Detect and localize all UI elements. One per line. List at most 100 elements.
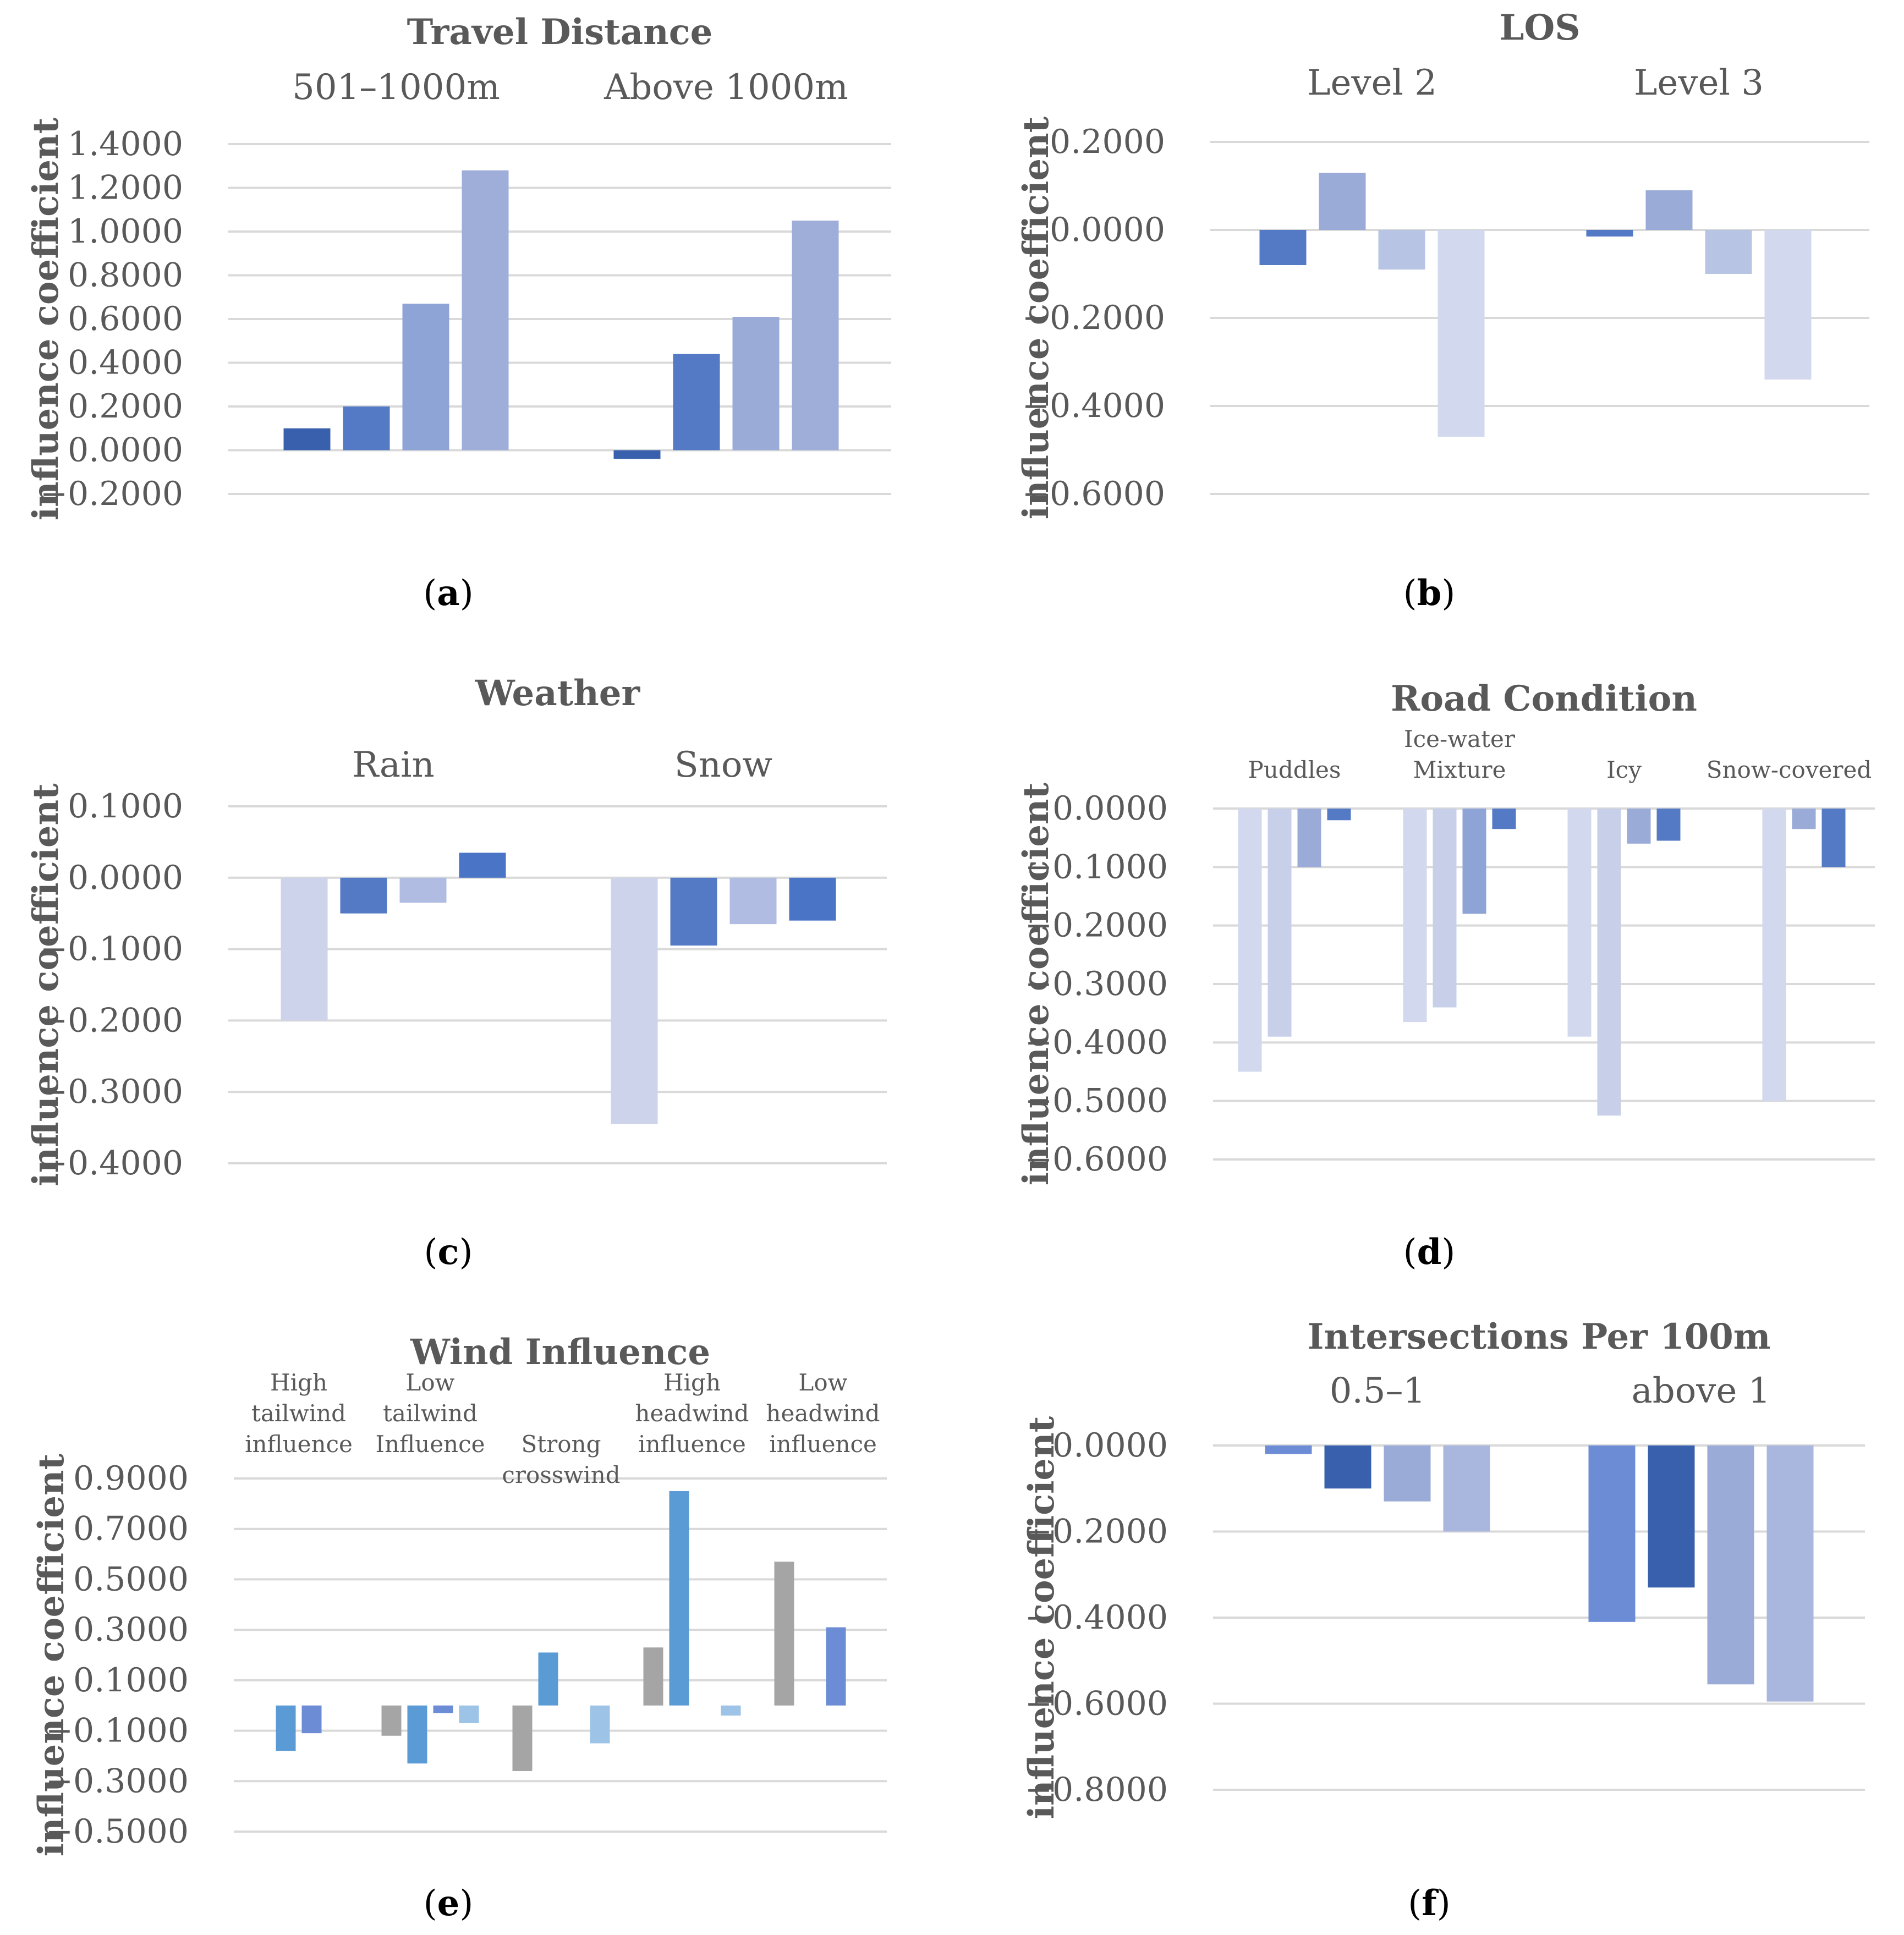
bar (1443, 1445, 1490, 1532)
group-label: Level 2 (1307, 63, 1437, 103)
bar (407, 1705, 427, 1764)
bar (402, 304, 449, 450)
caption-open: ( (1403, 1232, 1417, 1273)
y-tick-label: −0.4000 (40, 1144, 183, 1183)
bar (1384, 1445, 1431, 1502)
bar (1645, 190, 1693, 230)
bar (721, 1705, 741, 1716)
bar (1433, 809, 1457, 1008)
chart-title: Weather (475, 673, 641, 714)
bar (643, 1647, 663, 1706)
chart-panel-f: 0.0000 −0.2000 −0.4000 −0.6000 −0.8000influe… (1021, 1316, 1865, 1924)
y-tick-label: 0.0000 (1052, 789, 1168, 828)
y-axis-title: influence coefficient (25, 117, 67, 520)
y-tick-label: −0.8000 (1025, 1771, 1168, 1809)
group-label: Low (405, 1369, 454, 1396)
panel-caption: (b) (1403, 573, 1456, 614)
y-tick-label: −0.3000 (40, 1073, 183, 1111)
y-tick-label: −0.5000 (46, 1812, 189, 1851)
y-tick-label: −0.5000 (1025, 1082, 1168, 1120)
y-tick-label: −0.2000 (40, 475, 183, 513)
group-label: Icy (1606, 756, 1642, 783)
y-axis-title: influence coefficient (1016, 782, 1057, 1185)
group-label: headwind (635, 1400, 749, 1427)
group-label: Mixture (1413, 756, 1506, 783)
bar (1462, 809, 1486, 914)
group-label: influence (769, 1431, 877, 1458)
y-tick-label: 0.6000 (68, 300, 183, 338)
y-tick-label: −0.2000 (1022, 299, 1165, 337)
bar (1437, 230, 1485, 437)
y-tick-label: 0.0000 (68, 859, 183, 897)
bar (1259, 230, 1307, 265)
group-label: High (663, 1369, 721, 1396)
bar (1597, 809, 1621, 1116)
group-label: Ice-water (1404, 725, 1516, 752)
caption-close: ) (459, 1883, 473, 1924)
caption-letter: b (1417, 573, 1442, 614)
y-tick-label: −0.2000 (1025, 906, 1168, 945)
bar (1707, 1445, 1754, 1685)
bar (512, 1705, 533, 1771)
group-label: Snow-covered (1707, 756, 1872, 783)
bar (381, 1705, 402, 1736)
group-label: Rain (352, 745, 435, 785)
bar (1762, 809, 1786, 1101)
bar (1265, 1445, 1312, 1454)
panel-caption: (d) (1403, 1232, 1456, 1273)
group-label: Influence (376, 1431, 485, 1458)
bar (774, 1562, 794, 1706)
bar (1766, 1445, 1814, 1702)
y-tick-label: 0.5000 (73, 1560, 189, 1598)
y-tick-label: −0.1000 (40, 930, 183, 969)
caption-open: ( (1403, 573, 1417, 614)
chart-title: Intersections Per 100m (1307, 1316, 1770, 1357)
bar (1319, 173, 1366, 230)
group-label: tailwind (383, 1400, 478, 1427)
group-label: Strong (522, 1431, 601, 1458)
y-tick-label: 1.4000 (68, 125, 183, 163)
y-tick-label: −0.4000 (1025, 1023, 1168, 1062)
y-tick-label: −0.4000 (1025, 1598, 1168, 1637)
group-label: influence (245, 1431, 353, 1458)
y-tick-label: −0.3000 (1025, 965, 1168, 1003)
y-tick-label: −0.3000 (46, 1762, 189, 1800)
bar (789, 877, 836, 921)
y-axis-title: influence coefficient (1021, 1416, 1062, 1819)
group-label: Above 1000m (603, 67, 848, 108)
chart-title: LOS (1500, 7, 1581, 48)
chart-panel-c: 0.1000 0.0000 −0.1000 −0.2000 −0.3000 −0.4000… (25, 673, 887, 1273)
bar (590, 1705, 610, 1744)
caption-close: ) (1441, 1232, 1455, 1273)
bar (459, 853, 506, 878)
bar (1588, 1445, 1636, 1622)
chart-title: Wind Influence (410, 1332, 710, 1373)
caption-open: ( (423, 573, 437, 614)
bar (670, 877, 717, 946)
caption-letter: f (1422, 1883, 1439, 1924)
caption-open: ( (1408, 1883, 1422, 1924)
y-tick-label: −0.1000 (1025, 848, 1168, 886)
y-tick-label: −0.6000 (1022, 475, 1165, 513)
bar (1324, 1445, 1371, 1489)
y-tick-label: 1.0000 (68, 212, 183, 251)
bar (613, 450, 661, 459)
y-tick-label: 0.2000 (68, 387, 183, 426)
caption-close: ) (459, 1232, 473, 1273)
bar (611, 877, 658, 1124)
bar (1327, 809, 1351, 821)
panel-caption: (e) (424, 1883, 474, 1924)
y-tick-label: −0.6000 (1025, 1685, 1168, 1723)
panel-caption: (a) (423, 573, 473, 614)
y-tick-label: 0.7000 (73, 1510, 189, 1548)
bar (1764, 230, 1812, 380)
group-label: Snow (674, 745, 772, 785)
bar (1627, 809, 1651, 844)
caption-close: ) (1437, 1883, 1451, 1924)
bar (1821, 809, 1846, 867)
bar (283, 428, 331, 450)
bar (669, 1491, 689, 1706)
y-tick-label: 0.0000 (1052, 1426, 1168, 1465)
bar (673, 354, 720, 450)
